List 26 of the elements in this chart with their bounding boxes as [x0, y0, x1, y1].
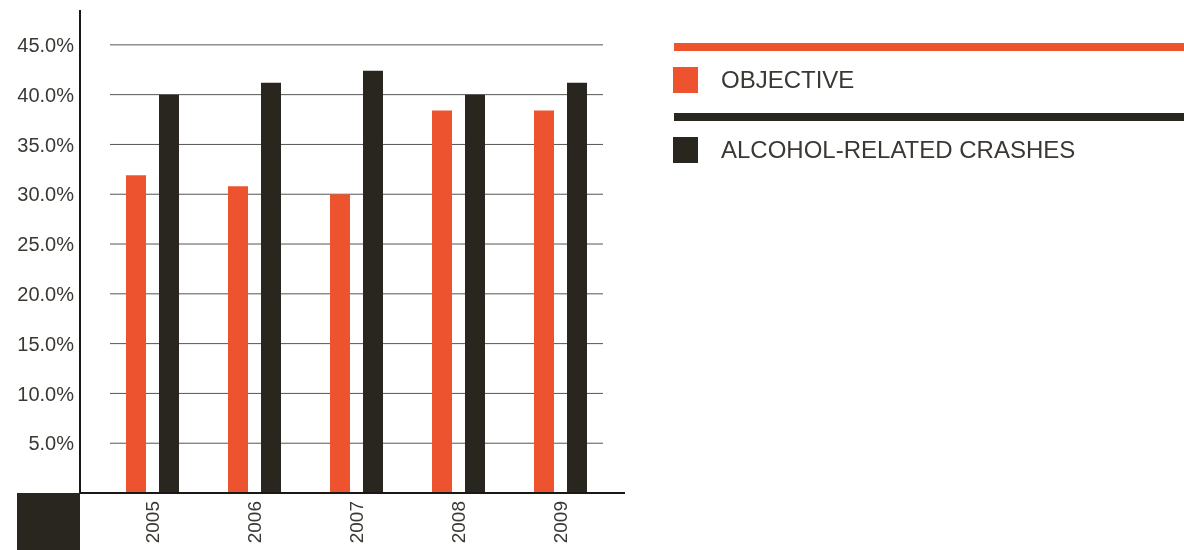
bar: [567, 82, 587, 493]
y-tick-label: 10.0%: [17, 382, 75, 405]
x-tick-label: 2009: [549, 501, 571, 544]
x-tick-label: 2007: [345, 501, 367, 544]
bar: [465, 94, 485, 493]
y-tick-label: 45.0%: [17, 33, 75, 56]
y-tick-label: 25.0%: [17, 233, 75, 256]
bar: [159, 94, 179, 493]
bar: [330, 194, 350, 493]
legend-label: ALCOHOL-RELATED CRASHES: [721, 136, 1076, 164]
x-tick-label: 2008: [447, 501, 469, 544]
legend-label: OBJECTIVE: [721, 66, 855, 94]
x-tick-label: 2005: [141, 501, 163, 544]
bar: [534, 110, 554, 493]
y-tick-label: 40.0%: [17, 83, 75, 106]
y-tick-label: 15.0%: [17, 332, 75, 355]
y-tick-label: 30.0%: [17, 183, 75, 206]
bar: [228, 186, 248, 493]
bar: [432, 110, 452, 493]
bar: [126, 175, 146, 493]
x-tick-label: 2006: [243, 501, 265, 544]
bar: [363, 70, 383, 493]
y-tick-label: 20.0%: [17, 282, 75, 305]
y-tick-label: 5.0%: [28, 432, 75, 455]
bar: [261, 82, 281, 493]
y-tick-label: 35.0%: [17, 133, 75, 156]
